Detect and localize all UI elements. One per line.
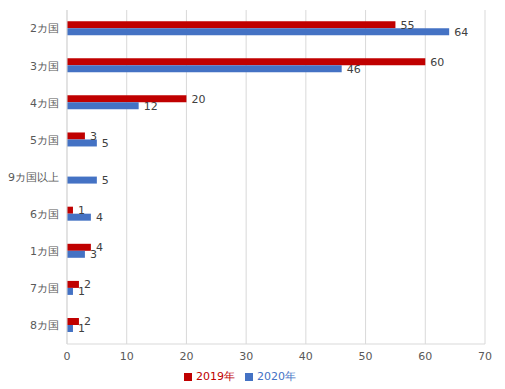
svg-text:40: 40 <box>299 350 313 363</box>
svg-text:60: 60 <box>430 56 444 69</box>
svg-text:3カ国: 3カ国 <box>30 60 59 73</box>
html-text:2020年: 2020年 <box>257 370 296 383</box>
svg-text:55: 55 <box>400 19 414 32</box>
svg-text:2: 2 <box>84 315 91 328</box>
svg-text:4: 4 <box>96 211 103 224</box>
svg-text:46: 46 <box>347 63 361 76</box>
svg-text:20: 20 <box>191 93 205 106</box>
svg-text:60: 60 <box>418 350 432 363</box>
svg-text:10: 10 <box>120 350 134 363</box>
svg-text:1: 1 <box>78 322 85 335</box>
svg-text:3: 3 <box>90 248 97 261</box>
svg-text:9カ国以上: 9カ国以上 <box>8 171 59 184</box>
svg-text:5: 5 <box>102 174 109 187</box>
svg-text:3: 3 <box>90 130 97 143</box>
svg-text:5: 5 <box>102 137 109 150</box>
svg-text:4カ国: 4カ国 <box>30 97 59 110</box>
svg-text:8カ国: 8カ国 <box>30 319 59 332</box>
svg-text:0: 0 <box>64 350 71 363</box>
svg-text:5カ国: 5カ国 <box>30 134 59 147</box>
svg-text:30: 30 <box>239 350 253 363</box>
svg-text:2: 2 <box>84 278 91 291</box>
svg-text:50: 50 <box>359 350 373 363</box>
svg-text:20: 20 <box>179 350 193 363</box>
svg-text:1: 1 <box>78 285 85 298</box>
svg-text:4: 4 <box>96 241 103 254</box>
svg-text:12: 12 <box>144 100 158 113</box>
svg-text:64: 64 <box>454 26 468 39</box>
svg-text:2カ国: 2カ国 <box>30 22 59 35</box>
svg-text:1: 1 <box>78 204 85 217</box>
svg-text:1カ国: 1カ国 <box>30 245 59 258</box>
svg-text:7カ国: 7カ国 <box>30 282 59 295</box>
svg-text:6カ国: 6カ国 <box>30 208 59 221</box>
svg-text:70: 70 <box>478 350 492 363</box>
html-text:2019年: 2019年 <box>196 370 235 383</box>
